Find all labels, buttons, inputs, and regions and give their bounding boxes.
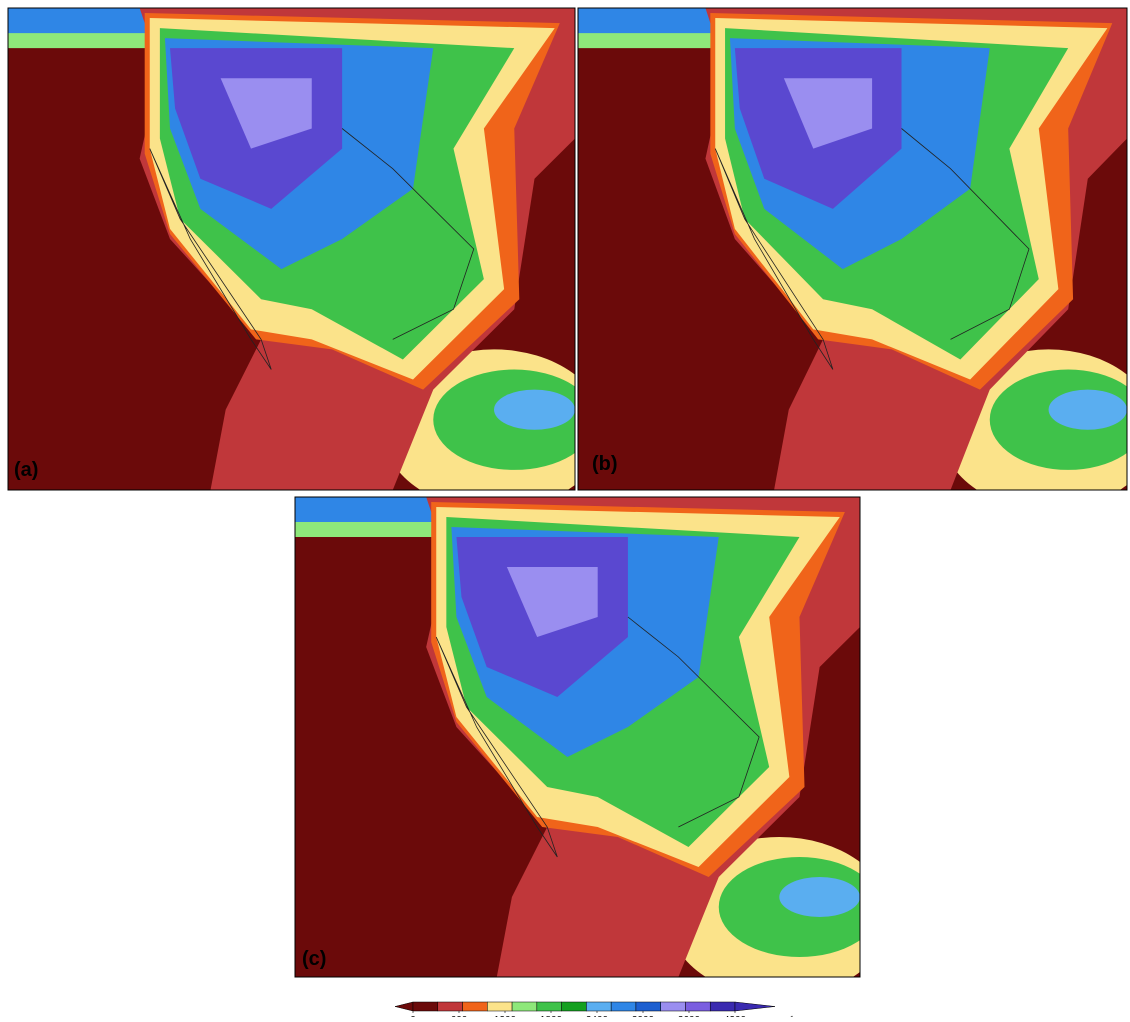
colorbar: 0600120018002400300036004200mm.ano⁻¹ bbox=[395, 1002, 794, 1017]
figure: (a) (b) (c) 0600120018002400300036004200… bbox=[0, 0, 1130, 1017]
colorbar-box bbox=[463, 1002, 488, 1011]
colorbar-box bbox=[413, 1002, 438, 1011]
colorbar-arrow-right bbox=[735, 1002, 775, 1011]
panel-b: (b) bbox=[578, 8, 1130, 510]
colorbar-box bbox=[636, 1002, 661, 1011]
colorbar-box bbox=[562, 1002, 587, 1011]
panel-a: (a) bbox=[8, 8, 605, 510]
panel-label: (c) bbox=[302, 948, 326, 970]
colorbar-box bbox=[685, 1002, 710, 1011]
colorbar-box bbox=[537, 1002, 562, 1011]
colorbar-arrow-left bbox=[395, 1002, 413, 1011]
panel-label: (a) bbox=[14, 459, 38, 481]
colorbar-box bbox=[512, 1002, 537, 1011]
colorbar-box bbox=[661, 1002, 686, 1011]
colorbar-box bbox=[611, 1002, 636, 1011]
panel-c: (c) bbox=[295, 497, 890, 997]
panel-label: (b) bbox=[592, 453, 618, 475]
colorbar-box bbox=[586, 1002, 611, 1011]
colorbar-box bbox=[438, 1002, 463, 1011]
colorbar-box bbox=[487, 1002, 512, 1011]
colorbar-box bbox=[710, 1002, 735, 1011]
